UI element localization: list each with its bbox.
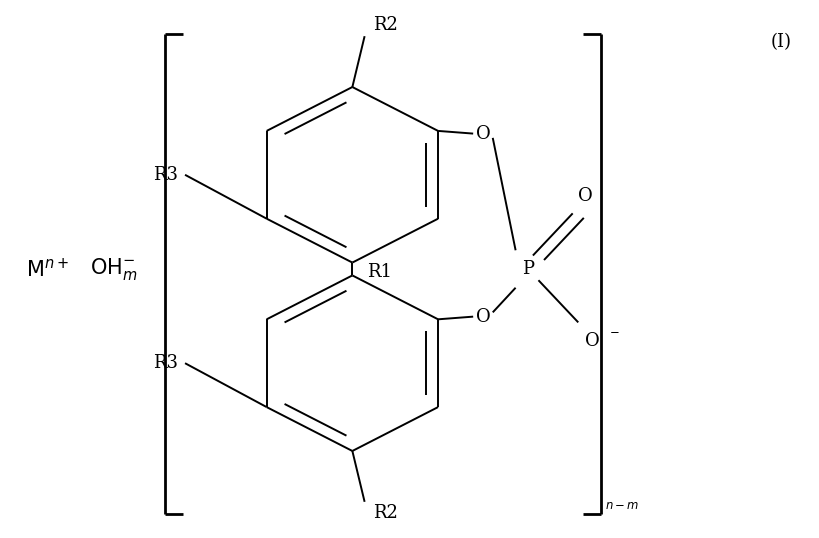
Text: O: O xyxy=(585,331,600,350)
Text: $^{-}$: $^{-}$ xyxy=(609,329,620,346)
Text: R2: R2 xyxy=(373,16,398,33)
Text: $_{n-m}$: $_{n-m}$ xyxy=(605,494,640,512)
Text: $\mathrm{M}^{n+}$: $\mathrm{M}^{n+}$ xyxy=(26,257,69,281)
Text: O: O xyxy=(577,187,592,205)
Text: (I): (I) xyxy=(771,33,791,52)
Text: R3: R3 xyxy=(153,166,179,184)
Text: R1: R1 xyxy=(367,263,392,281)
Text: R3: R3 xyxy=(153,354,179,372)
Text: $\mathrm{OH}_{m}^{-}$: $\mathrm{OH}_{m}^{-}$ xyxy=(89,256,137,282)
Text: R2: R2 xyxy=(373,505,398,522)
Text: O: O xyxy=(476,308,491,325)
Text: P: P xyxy=(522,260,534,278)
Text: O: O xyxy=(476,125,491,143)
